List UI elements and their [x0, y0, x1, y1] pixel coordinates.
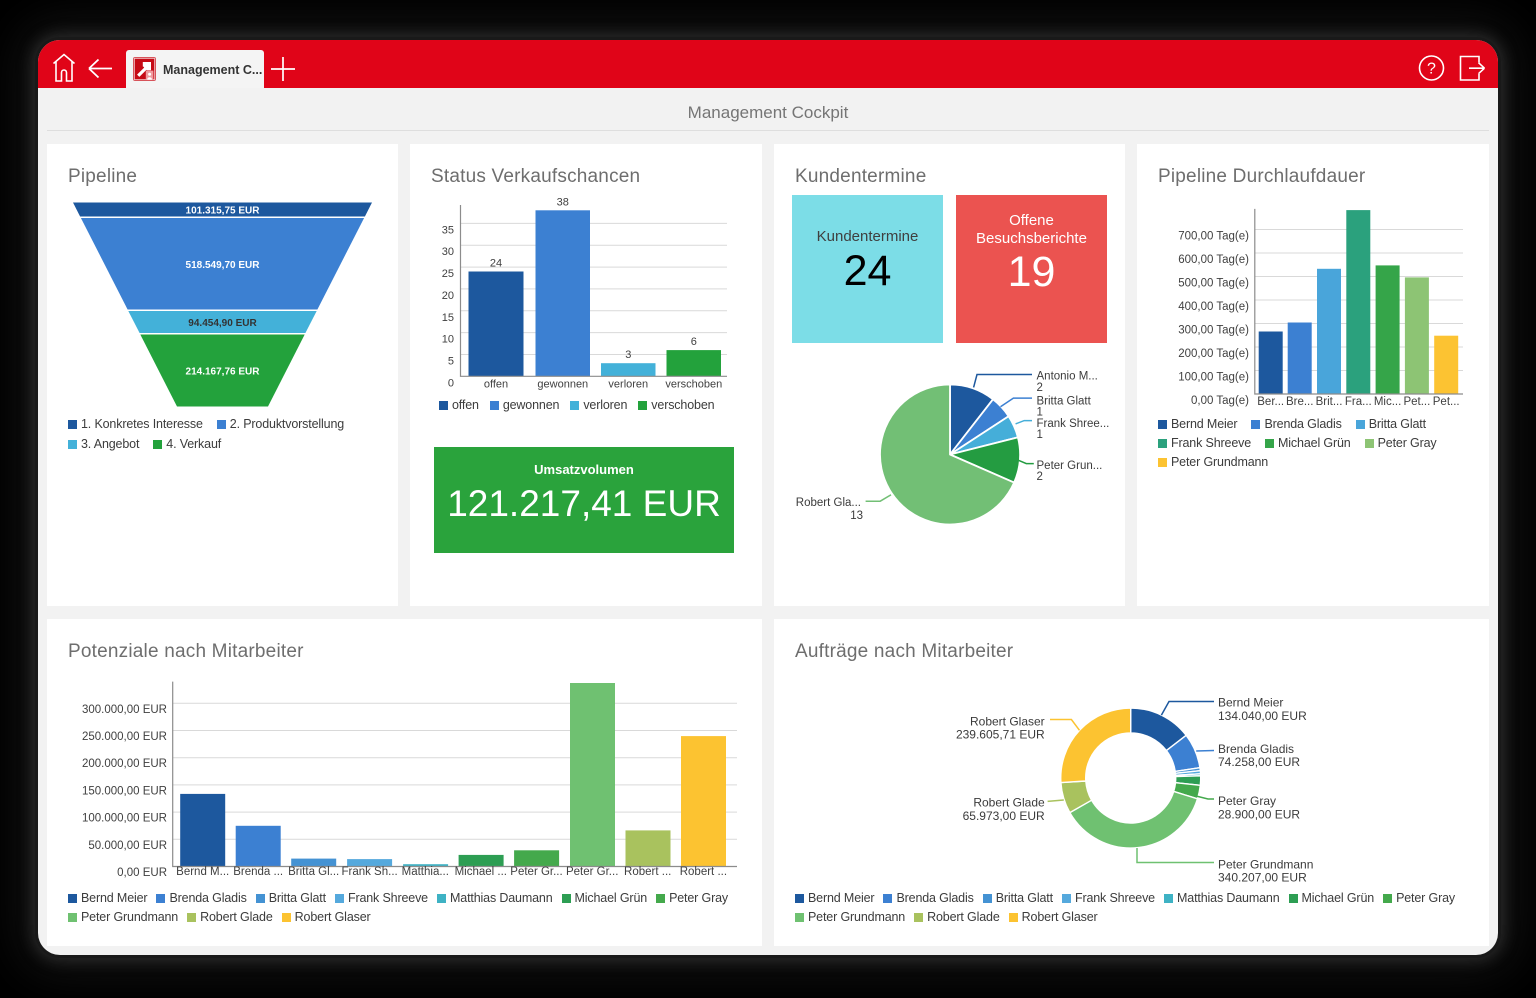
svg-text:200,00 Tag(e): 200,00 Tag(e): [1178, 348, 1249, 360]
svg-text:offen: offen: [484, 379, 508, 391]
svg-text:100,00 Tag(e): 100,00 Tag(e): [1178, 372, 1249, 384]
svg-text:verschoben: verschoben: [665, 379, 722, 391]
svg-text:340.207,00 EUR: 340.207,00 EUR: [1218, 871, 1307, 885]
svg-text:15: 15: [442, 312, 454, 324]
svg-text:Michael ...: Michael ...: [455, 866, 507, 878]
svg-text:Brit...: Brit...: [1316, 396, 1343, 408]
svg-text:Peter Grun...: Peter Grun...: [1037, 460, 1103, 472]
svg-text:239.605,71 EUR: 239.605,71 EUR: [956, 728, 1045, 742]
svg-text:Pet...: Pet...: [1403, 396, 1430, 408]
svg-text:Brenda ...: Brenda ...: [233, 866, 283, 878]
svg-text:10: 10: [442, 334, 454, 346]
svg-text:Peter Gr...: Peter Gr...: [510, 866, 562, 878]
svg-text:Frank Sh...: Frank Sh...: [341, 866, 397, 878]
svg-text:Robert ...: Robert ...: [680, 866, 727, 878]
svg-text:Frank Shree...: Frank Shree...: [1037, 418, 1110, 430]
svg-text:25: 25: [442, 268, 454, 280]
svg-text:24: 24: [490, 258, 502, 270]
svg-text:600,00 Tag(e): 600,00 Tag(e): [1178, 254, 1249, 266]
svg-text:?: ?: [1427, 61, 1436, 78]
svg-text:101.315,75 EUR: 101.315,75 EUR: [186, 205, 261, 216]
svg-text:Robert ...: Robert ...: [624, 866, 671, 878]
svg-text:94.454,90 EUR: 94.454,90 EUR: [188, 318, 257, 329]
svg-text:Ber...: Ber...: [1257, 396, 1284, 408]
svg-text:20: 20: [442, 290, 454, 302]
svg-text:gewonnen: gewonnen: [537, 379, 588, 391]
svg-text:Peter Gray: Peter Gray: [1218, 794, 1276, 808]
svg-text:0: 0: [448, 377, 454, 389]
svg-text:Brenda Gladis: Brenda Gladis: [1218, 742, 1294, 756]
svg-text:Peter Grundmann: Peter Grundmann: [1218, 857, 1313, 871]
svg-text:300,00 Tag(e): 300,00 Tag(e): [1178, 325, 1249, 337]
svg-text:1: 1: [1037, 429, 1043, 441]
svg-text:1: 1: [1037, 407, 1043, 419]
svg-text:Mic...: Mic...: [1374, 396, 1401, 408]
svg-text:100.000,00 EUR: 100.000,00 EUR: [82, 813, 167, 825]
svg-text:700,00 Tag(e): 700,00 Tag(e): [1178, 231, 1249, 243]
svg-text:400,00 Tag(e): 400,00 Tag(e): [1178, 301, 1249, 313]
svg-text:13: 13: [850, 510, 863, 522]
svg-text:Robert Gla...: Robert Gla...: [796, 497, 861, 509]
svg-text:Fra...: Fra...: [1345, 396, 1372, 408]
svg-text:Bre...: Bre...: [1286, 396, 1313, 408]
svg-text:Britta Glatt: Britta Glatt: [1037, 396, 1092, 408]
svg-text:28.900,00 EUR: 28.900,00 EUR: [1218, 807, 1300, 821]
svg-text:Pet...: Pet...: [1433, 396, 1460, 408]
svg-text:Peter Gr...: Peter Gr...: [566, 866, 618, 878]
svg-text:verloren: verloren: [608, 379, 648, 391]
svg-text:Matthia...: Matthia...: [402, 866, 449, 878]
svg-text:Antonio M...: Antonio M...: [1037, 371, 1098, 383]
svg-text:2: 2: [1037, 382, 1043, 394]
svg-text:5: 5: [448, 356, 454, 368]
svg-text:Robert Glaser: Robert Glaser: [970, 714, 1045, 728]
svg-text:50.000,00 EUR: 50.000,00 EUR: [88, 840, 167, 852]
svg-text:74.258,00 EUR: 74.258,00 EUR: [1218, 755, 1300, 769]
svg-text:Bernd Meier: Bernd Meier: [1218, 696, 1283, 710]
svg-text:Britta Gl...: Britta Gl...: [288, 866, 339, 878]
svg-text:65.973,00 EUR: 65.973,00 EUR: [963, 809, 1045, 823]
svg-text:6: 6: [691, 336, 697, 348]
svg-text:30: 30: [442, 246, 454, 258]
svg-text:0,00 EUR: 0,00 EUR: [117, 867, 167, 879]
svg-text:2: 2: [1037, 471, 1043, 483]
svg-text:38: 38: [557, 196, 569, 208]
svg-text:35: 35: [442, 224, 454, 236]
svg-text:150.000,00 EUR: 150.000,00 EUR: [82, 785, 167, 797]
svg-text:250.000,00 EUR: 250.000,00 EUR: [82, 731, 167, 743]
svg-text:518.549,70 EUR: 518.549,70 EUR: [186, 260, 261, 271]
svg-text:134.040,00 EUR: 134.040,00 EUR: [1218, 709, 1307, 723]
svg-text:200.000,00 EUR: 200.000,00 EUR: [82, 758, 167, 770]
svg-text:214.167,76 EUR: 214.167,76 EUR: [186, 367, 261, 378]
svg-text:Robert Glade: Robert Glade: [973, 796, 1045, 810]
svg-text:0,00 Tag(e): 0,00 Tag(e): [1191, 395, 1249, 407]
svg-text:3: 3: [625, 349, 631, 361]
svg-text:500,00 Tag(e): 500,00 Tag(e): [1178, 278, 1249, 290]
svg-text:300.000,00 EUR: 300.000,00 EUR: [82, 704, 167, 716]
svg-text:Bernd M...: Bernd M...: [176, 866, 229, 878]
